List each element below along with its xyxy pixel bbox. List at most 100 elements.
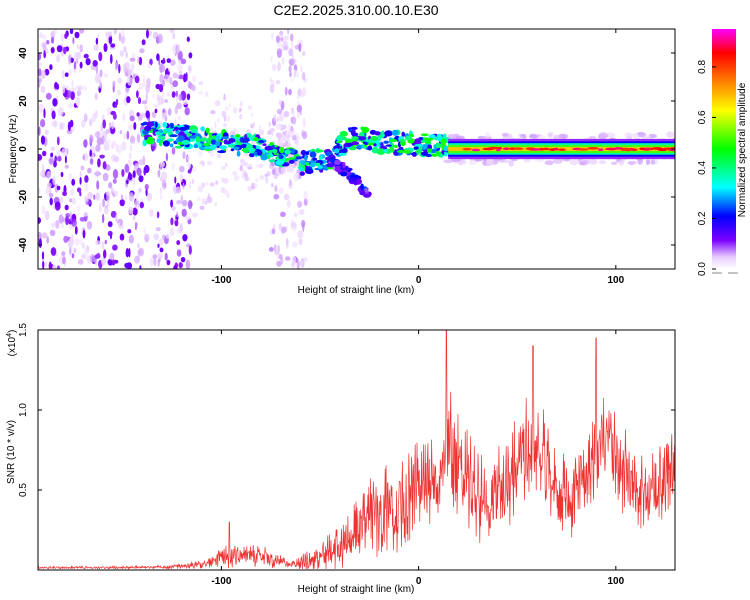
spectrogram-noise-blob [286,134,290,138]
spectrogram-noise-blob [152,254,158,259]
spectrogram-line-peak [542,147,550,151]
spectrogram-noise-blob [138,247,144,257]
spectrogram-noise-blob [38,68,42,77]
spectrogram-noise-blob [99,154,105,159]
spectrogram-noise-blob [168,67,172,72]
spectrogram-noise-blob [56,45,63,53]
spectrogram-signal-blob [216,135,220,140]
spectrogram-noise-blob [157,169,161,178]
spectrogram-noise-blob [65,85,69,91]
spectrogram-noise-blob [283,110,290,118]
spectrogram-noise-blob [290,221,297,229]
spectrogram-noise-blob [288,123,291,128]
spectrogram-noise-blob [229,130,236,137]
spectrogram-noise-blob [169,29,175,34]
spectrogram-noise-blob [149,208,154,218]
spectrogram-noise-blob [547,133,553,137]
spectrogram-noise-blob [53,160,57,168]
spectrogram-noise-blob [162,234,166,240]
spectrogram-noise-blob [185,215,191,221]
spectrogram-signal-blob [431,148,437,154]
spectrogram-signal-blob [342,136,347,141]
spectrogram-noise-blob [141,39,146,46]
spectrogram-noise-blob [180,58,187,65]
spectrogram-noise-blob [95,192,100,201]
spectrogram-noise-blob [233,175,240,181]
spectrogram-noise-blob [119,199,125,207]
spectrogram-noise-blob [102,172,109,182]
spectrogram-noise-blob [109,126,116,135]
spectrogram-signal-blob [264,145,273,151]
spectrogram-noise-blob [49,229,56,236]
spectrogram-noise-blob [209,182,215,187]
spectrogram-noise-blob [300,65,303,73]
spectrogram-noise-blob [44,262,48,267]
spectrogram-signal-blob [169,143,174,148]
spectrogram-noise-blob [53,29,57,35]
spectrogram-signal-blob [244,133,248,140]
spectrogram-line-peak [488,146,499,150]
spectrogram-signal-blob [249,152,255,158]
spectrogram-noise-blob [107,258,114,266]
spectrogram-noise-blob [68,172,73,183]
spectrogram-noise-blob [141,100,148,105]
spectrogram-noise-blob [48,261,52,269]
spectrogram-noise-blob [145,84,150,94]
spectrogram-signal-blob [401,131,406,137]
spectrogram-noise-blob [54,201,61,208]
spectrogram-noise-blob [38,238,42,249]
spectrogram-noise-blob [254,183,258,189]
spectrogram-noise-blob [278,253,283,260]
spectrogram-noise-blob [162,109,165,113]
spectrogram-line-peak [503,147,510,150]
spectrogram-noise-blob [112,80,116,87]
spectrogram-noise-blob [68,237,75,246]
spectrogram-noise-blob [277,61,281,72]
snr-frame [37,329,676,571]
spectrogram-noise-blob [137,243,140,249]
spectrogram-noise-blob [251,182,256,189]
spectrogram-noise-blob [94,92,98,101]
spectrogram-signal-blob [329,157,336,163]
spectrogram-noise-blob [81,119,86,128]
spectrogram-noise-blob [452,134,456,139]
spectrogram-noise-blob [273,193,280,200]
spectrogram-signal-blob [175,129,180,134]
spectrogram-noise-blob [134,255,140,264]
spectrogram-noise-blob [61,70,65,79]
spectrogram-line-peak [598,148,604,151]
spectrogram-noise-blob [145,91,148,102]
spectrogram-noise-blob [159,63,166,73]
spectrogram-noise-blob [283,45,289,51]
spectrogram-noise-blob [95,144,101,152]
spectrogram-signal-blob [391,129,399,136]
spectrogram-noise-blob [50,30,55,40]
spectrogram-noise-blob [192,212,198,218]
spectrogram-noise-blob [102,161,107,170]
spectrogram-y-tick-label: -20 [18,189,29,204]
spectrogram-noise-blob [255,177,259,183]
spectrogram-noise-blob [99,69,103,78]
spectrogram-noise-blob [158,84,164,93]
spectrogram-noise-blob [96,180,100,190]
spectrogram-noise-blob [139,48,145,54]
spectrogram-noise-blob [206,181,209,186]
spectrogram-noise-blob [618,159,625,166]
spectrogram-noise-blob [69,29,74,35]
spectrogram-noise-blob [459,160,467,165]
spectrogram-signal-blob [203,142,210,147]
spectrogram-signal-blob [301,160,307,165]
spectrogram-signal-blob [186,133,193,137]
spectrogram-noise-blob [223,93,226,101]
spectrogram-signal-blob [278,154,284,159]
spectrogram-signal-blob [144,125,152,132]
spectrogram-noise-blob [166,58,171,63]
snr-x-axis: -100 0 100 [211,330,625,587]
spectrogram-noise-blob [40,135,46,145]
spectrogram-noise-blob [269,127,276,132]
spectrogram-noise-blob [101,241,105,250]
spectrogram-signal-blob [443,133,447,139]
spectrogram-noise-blob [274,184,278,192]
spectrogram-noise-blob [112,169,119,179]
spectrogram-signal-blob [340,148,348,153]
